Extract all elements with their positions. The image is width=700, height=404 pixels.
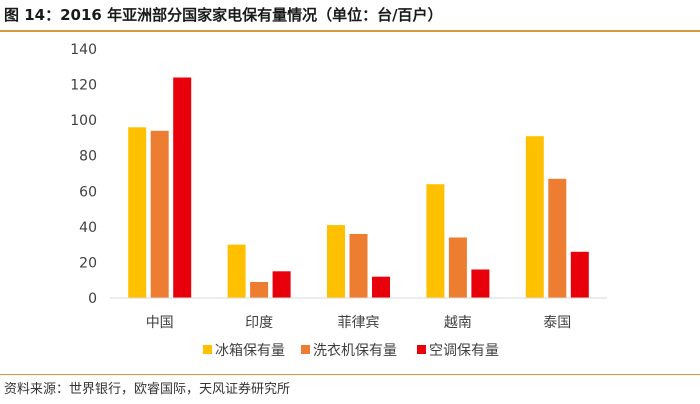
bar	[471, 269, 490, 298]
y-tick-label: 140	[70, 42, 97, 58]
bar-chart: 0 20 40 60 80 100 120 140 中国 印度 菲律宾 越南 泰国 冰箱保有量 洗衣机保…	[70, 42, 607, 359]
x-tick-label: 菲律宾	[338, 315, 380, 331]
y-axis-ticks: 0 20 40 60 80 100 120 140	[70, 42, 97, 307]
y-tick-label: 100	[70, 113, 97, 129]
legend-label: 空调保有量	[429, 343, 499, 359]
bar	[173, 77, 192, 298]
bar	[349, 234, 368, 298]
bar	[150, 130, 169, 298]
legend: 冰箱保有量 洗衣机保有量 空调保有量	[203, 343, 499, 359]
bar	[426, 184, 445, 298]
legend-swatch	[417, 345, 426, 354]
bar	[372, 276, 390, 298]
title-divider	[0, 30, 700, 32]
x-tick-label: 中国	[146, 315, 174, 331]
bar	[250, 282, 269, 298]
bar	[570, 251, 589, 298]
bar	[327, 225, 345, 298]
bar	[548, 178, 567, 298]
y-tick-label: 0	[88, 291, 97, 307]
x-tick-label: 印度	[245, 315, 273, 331]
bar	[448, 237, 467, 298]
y-tick-label: 20	[79, 255, 97, 271]
y-tick-label: 120	[70, 78, 97, 94]
legend-swatch	[301, 345, 310, 354]
y-tick-label: 80	[79, 149, 97, 165]
y-tick-label: 60	[79, 184, 97, 200]
legend-label: 洗衣机保有量	[313, 343, 397, 359]
bar	[525, 136, 544, 298]
x-axis-ticks: 中国 印度 菲律宾 越南 泰国	[146, 315, 572, 331]
x-tick-label: 越南	[444, 315, 472, 331]
legend-swatch	[203, 345, 212, 354]
source-note: 资料来源：世界银行，欧睿国际，天风证券研究所	[4, 382, 291, 397]
figure-title: 图 14：2016 年亚洲部分国家家电保有量情况（单位：台/百户）	[4, 6, 443, 24]
bar-series	[128, 77, 589, 298]
legend-label: 冰箱保有量	[215, 343, 285, 359]
x-tick-label: 泰国	[543, 315, 571, 331]
bar	[272, 271, 291, 298]
bar	[128, 127, 147, 298]
source-divider	[0, 374, 700, 375]
bar	[227, 244, 246, 298]
y-tick-label: 40	[79, 220, 97, 236]
